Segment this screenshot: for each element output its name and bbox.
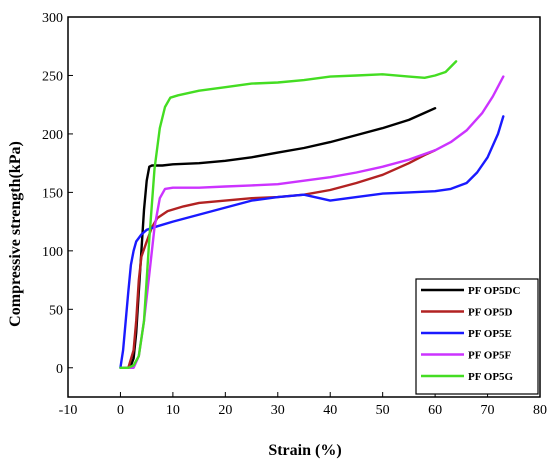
x-tick-label: 70 — [481, 403, 495, 418]
series-lines — [119, 60, 505, 369]
y-tick-label: 200 — [42, 128, 63, 143]
legend-label: PF OP5G — [468, 371, 514, 383]
legend-label: PF OP5F — [468, 350, 512, 362]
x-tick-label: 0 — [117, 403, 124, 418]
plot-frame — [67, 16, 541, 398]
series-line-1 — [121, 149, 437, 369]
y-tick-label: 150 — [42, 186, 63, 201]
y-tick-label: 300 — [42, 11, 63, 26]
x-axis-ticks: -10 0 10 20 30 40 50 60 70 80 — [59, 392, 547, 418]
y-tick-label: 50 — [49, 303, 63, 318]
legend-label: PF OP5DC — [468, 285, 520, 297]
x-tick-label: 30 — [271, 403, 285, 418]
y-tick-label: 0 — [56, 362, 63, 377]
x-tick-label: 10 — [166, 403, 180, 418]
x-tick-label: 80 — [533, 403, 547, 418]
x-tick-label: 20 — [218, 403, 232, 418]
legend: PF OP5DC PF OP5D PF OP5E PF OP5F PF OP5G — [415, 278, 539, 395]
legend-label: PF OP5E — [468, 328, 512, 340]
series-line-3 — [121, 75, 505, 369]
y-tick-label: 100 — [42, 245, 63, 260]
x-axis-title: Strain (%) — [268, 442, 341, 459]
y-axis-title: Compressive strength(kPa) — [7, 141, 24, 327]
x-tick-label: 40 — [323, 403, 337, 418]
series-line-4 — [119, 60, 458, 369]
x-tick-label: -10 — [59, 403, 78, 418]
series-line-0 — [121, 107, 437, 369]
x-tick-label: 50 — [376, 403, 390, 418]
y-axis-ticks: 0 50 100 150 200 250 300 — [42, 11, 73, 377]
legend-label: PF OP5D — [468, 307, 513, 319]
y-tick-label: 250 — [42, 69, 63, 84]
x-tick-label: 60 — [428, 403, 442, 418]
series-line-2 — [119, 115, 505, 369]
